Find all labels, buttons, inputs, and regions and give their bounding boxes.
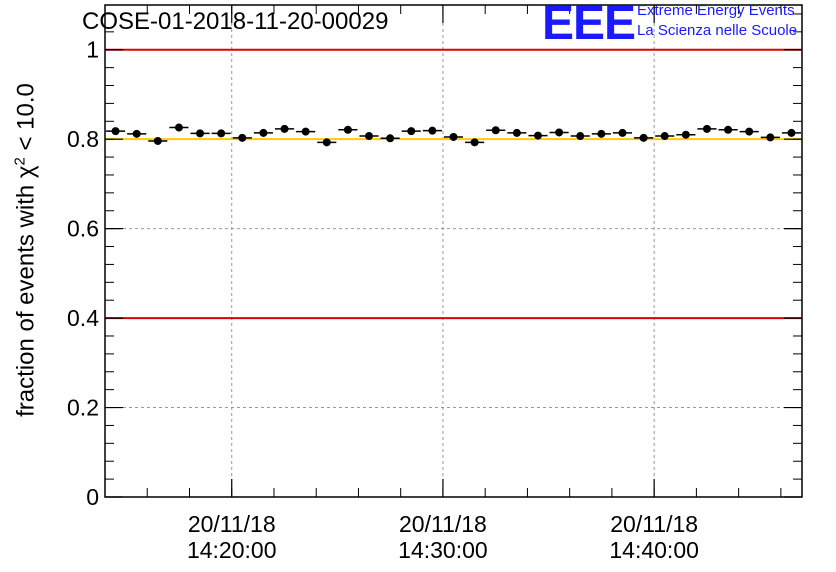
axis-ticks: 00.20.40.60.8120/11/1814:20:0020/11/1814…: [67, 5, 802, 563]
data-point: [343, 125, 352, 134]
data-point: [407, 127, 416, 136]
data-point: [745, 127, 754, 136]
logo-text-line1: Extreme Energy Events: [637, 2, 795, 19]
data-point: [132, 129, 141, 138]
data-point: [280, 124, 289, 133]
data-point: [174, 123, 183, 132]
data-point: [533, 131, 542, 140]
y-axis-label-suffix: < 10.0: [12, 83, 40, 158]
data-point: [681, 130, 690, 139]
data-point: [639, 133, 648, 142]
y-axis-label-exponent: 2: [11, 157, 29, 166]
data-point: [766, 133, 775, 142]
x-tick-label-time: 14:30:00: [398, 537, 488, 563]
data-point: [259, 128, 268, 137]
x-tick-label-time: 14:20:00: [187, 537, 277, 563]
y-tick-label: 0: [86, 484, 99, 510]
data-point: [322, 138, 331, 147]
x-tick-label-date: 20/11/18: [188, 511, 276, 537]
y-axis-label: fraction of events with χ2 < 10.0: [12, 83, 41, 417]
plot-frame: [104, 4, 803, 498]
data-point: [491, 126, 500, 135]
data-point: [702, 124, 711, 133]
y-tick-label: 1: [86, 37, 99, 63]
y-tick-label: 0.8: [67, 126, 99, 152]
y-axis-label-prefix: fraction of events with: [12, 178, 40, 417]
data-points: [106, 123, 801, 147]
data-point: [217, 129, 226, 138]
data-point: [512, 128, 521, 137]
eee-logo: EEE: [542, 0, 636, 50]
x-tick-label-date: 20/11/18: [399, 511, 487, 537]
logo-text-line2: La Scienza nelle Scuole: [637, 22, 798, 39]
data-point: [576, 132, 585, 141]
x-tick-label-time: 14:40:00: [609, 537, 699, 563]
data-point: [449, 132, 458, 141]
y-tick-label: 0.4: [67, 305, 99, 331]
data-point: [428, 126, 437, 135]
chart-title: COSE-01-2018-11-20-00029: [82, 8, 389, 35]
data-point: [386, 134, 395, 143]
data-point: [618, 128, 627, 137]
data-point: [153, 136, 162, 145]
data-point: [111, 127, 120, 136]
data-point: [724, 125, 733, 134]
data-point: [365, 132, 374, 141]
data-point: [470, 138, 479, 147]
y-axis-label-symbol: χ: [12, 165, 40, 179]
y-tick-label: 0.6: [67, 216, 99, 242]
y-tick-label: 0.2: [67, 395, 99, 421]
data-point: [597, 129, 606, 138]
data-point: [196, 129, 205, 138]
data-point: [238, 133, 247, 142]
grid: [105, 5, 802, 497]
x-tick-label-date: 20/11/18: [610, 511, 698, 537]
data-point: [660, 132, 669, 141]
reference-lines: [105, 48, 802, 320]
data-point: [787, 128, 796, 137]
data-point: [555, 128, 564, 137]
data-point: [301, 127, 310, 136]
